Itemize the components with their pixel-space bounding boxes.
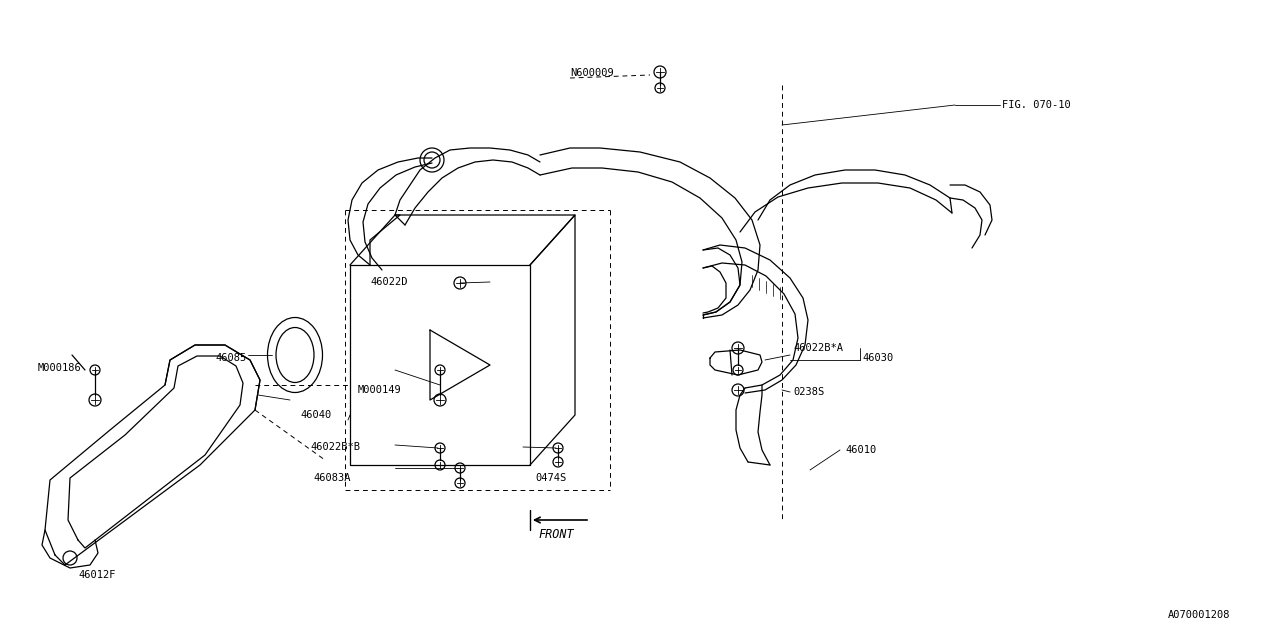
Text: 46010: 46010 (845, 445, 877, 455)
Text: 46022D: 46022D (370, 277, 407, 287)
Text: 0238S: 0238S (794, 387, 824, 397)
Text: 46030: 46030 (861, 353, 893, 363)
Text: 46040: 46040 (300, 410, 332, 420)
Text: 0474S: 0474S (535, 473, 566, 483)
Text: M000149: M000149 (358, 385, 402, 395)
Text: FRONT: FRONT (538, 529, 573, 541)
Text: 46022B*B: 46022B*B (310, 442, 360, 452)
Text: 46012F: 46012F (78, 570, 115, 580)
Text: 46022B*A: 46022B*A (794, 343, 844, 353)
Text: A070001208: A070001208 (1167, 610, 1230, 620)
Text: 46083A: 46083A (314, 473, 351, 483)
Text: M000186: M000186 (38, 363, 82, 373)
Text: N600009: N600009 (570, 68, 613, 78)
Text: 46085: 46085 (215, 353, 246, 363)
Text: FIG. 070-10: FIG. 070-10 (1002, 100, 1071, 110)
